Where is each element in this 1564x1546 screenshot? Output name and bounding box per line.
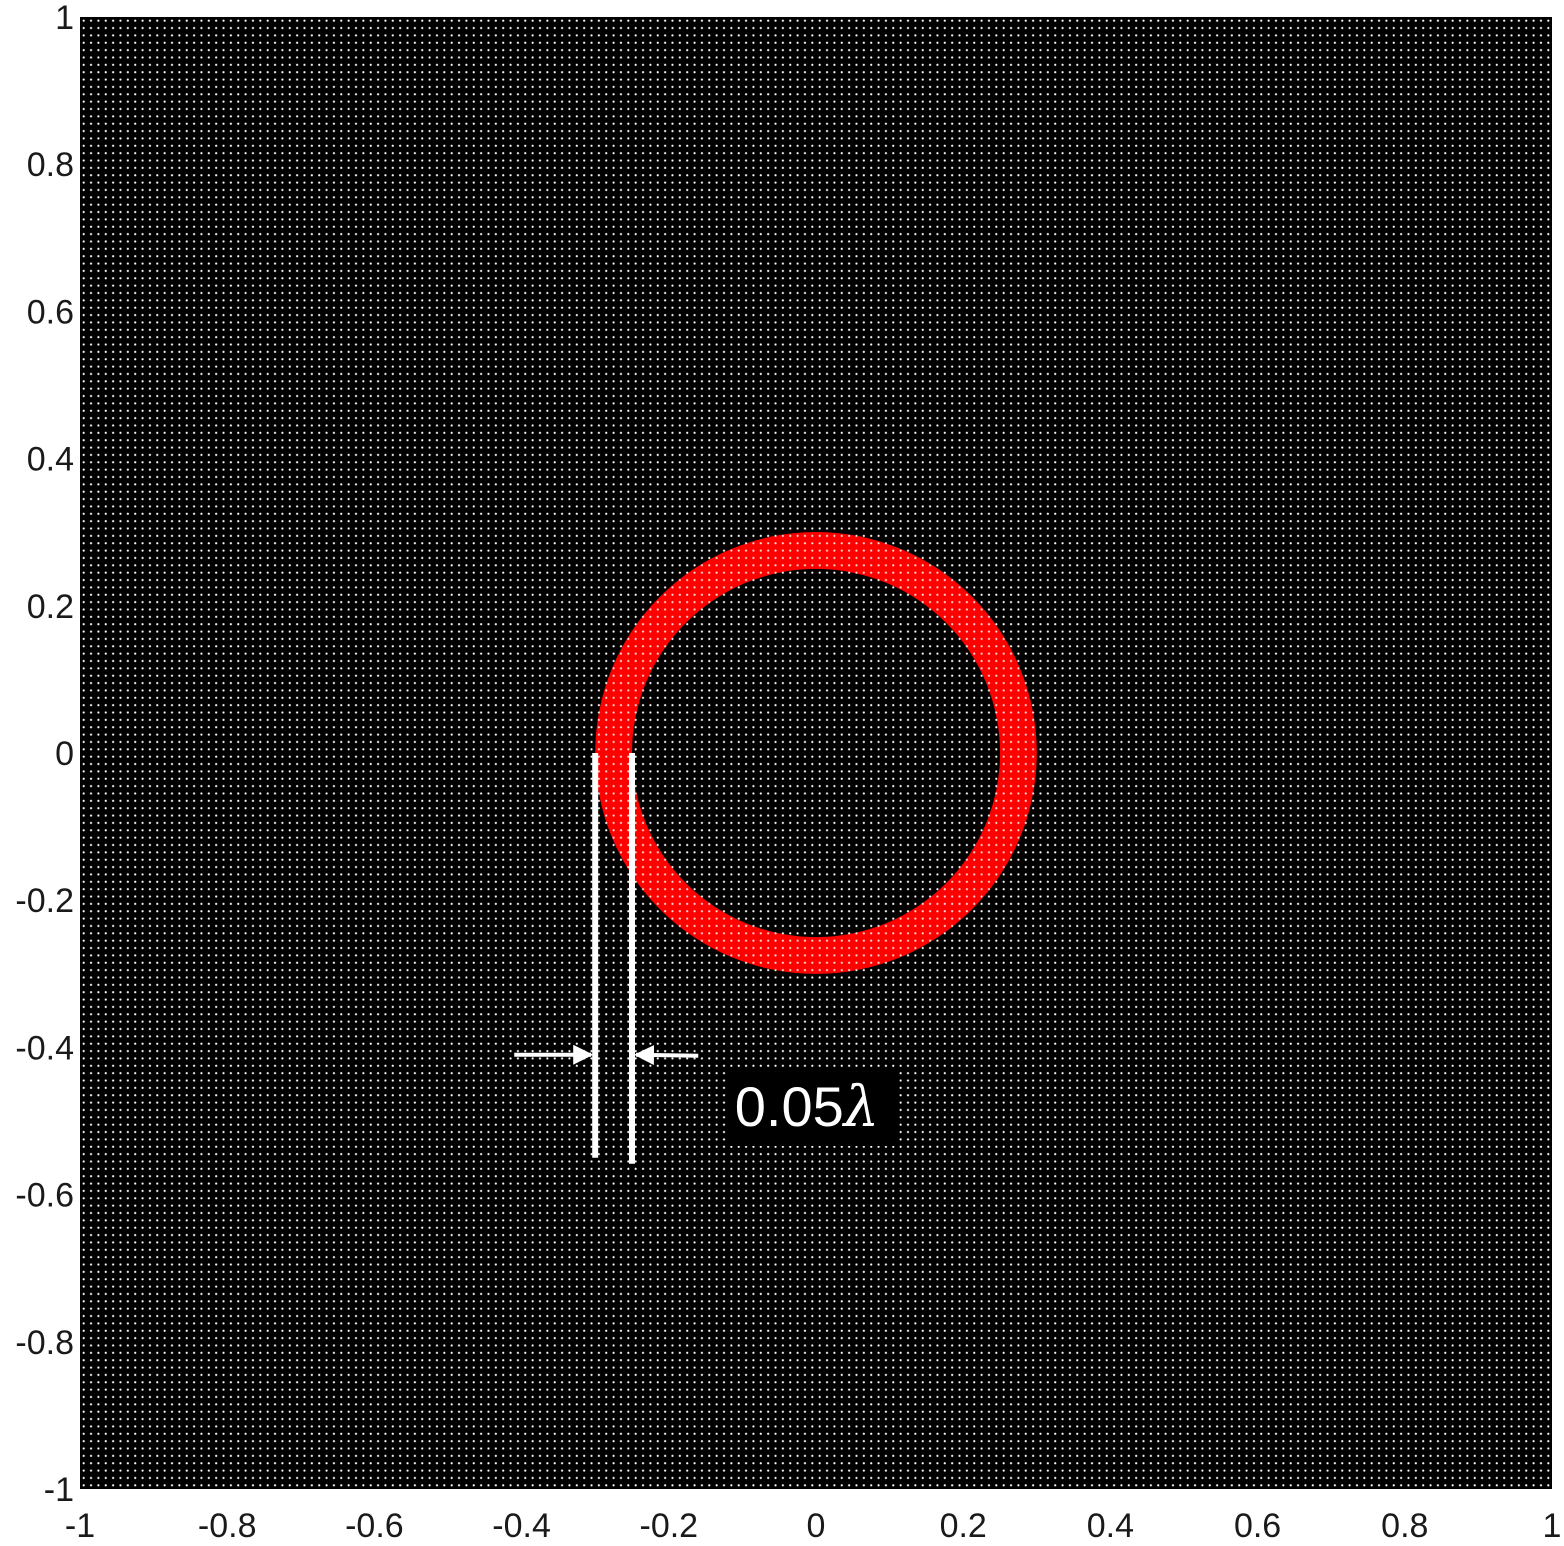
x-tick-label: -0.6 [345,1507,404,1545]
y-tick-label: 0 [55,735,74,773]
y-tick-label: 1 [55,0,74,37]
x-tick-label: 0.2 [940,1507,987,1545]
y-tick-label: 0.8 [27,146,74,184]
y-tick-label: 0.2 [27,588,74,626]
y-tick-label: -0.4 [15,1029,74,1067]
y-tick-label: -0.8 [15,1324,74,1362]
y-tick-label: -1 [44,1471,74,1509]
y-tick-label: 0.6 [27,293,74,331]
y-axis-tick-labels: 1 0.8 0.6 0.4 0.2 0 -0.2 -0.4 -0.6 -0.8 -1 [15,0,74,1509]
x-tick-label: 0.6 [1234,1507,1281,1545]
thickness-annotation: 0.05λ [514,753,895,1164]
thickness-label-symbol: λ [842,1075,880,1140]
x-tick-label: 0 [807,1507,826,1545]
x-tick-label: 0.8 [1381,1507,1428,1545]
x-tick-label: -0.2 [640,1507,699,1545]
y-tick-label: -0.2 [15,882,74,920]
x-tick-label: 1 [1543,1507,1562,1545]
thickness-label: 0.05λ [735,1075,880,1140]
x-tick-label: -0.4 [492,1507,551,1545]
thickness-label-value: 0.05 [735,1075,844,1138]
x-tick-label: -0.8 [198,1507,257,1545]
x-tick-label: 0.4 [1087,1507,1134,1545]
y-tick-label: -0.6 [15,1177,74,1215]
y-tick-label: 0.4 [27,441,74,479]
thickness-arrow-right [634,1045,699,1066]
x-axis-tick-labels: -1 -0.8 -0.6 -0.4 -0.2 0 0.2 0.4 0.6 0.8 1 [65,1507,1562,1545]
grid-points-background [80,17,1552,1489]
x-tick-label: -1 [65,1507,95,1545]
thickness-label-background [726,1072,895,1146]
